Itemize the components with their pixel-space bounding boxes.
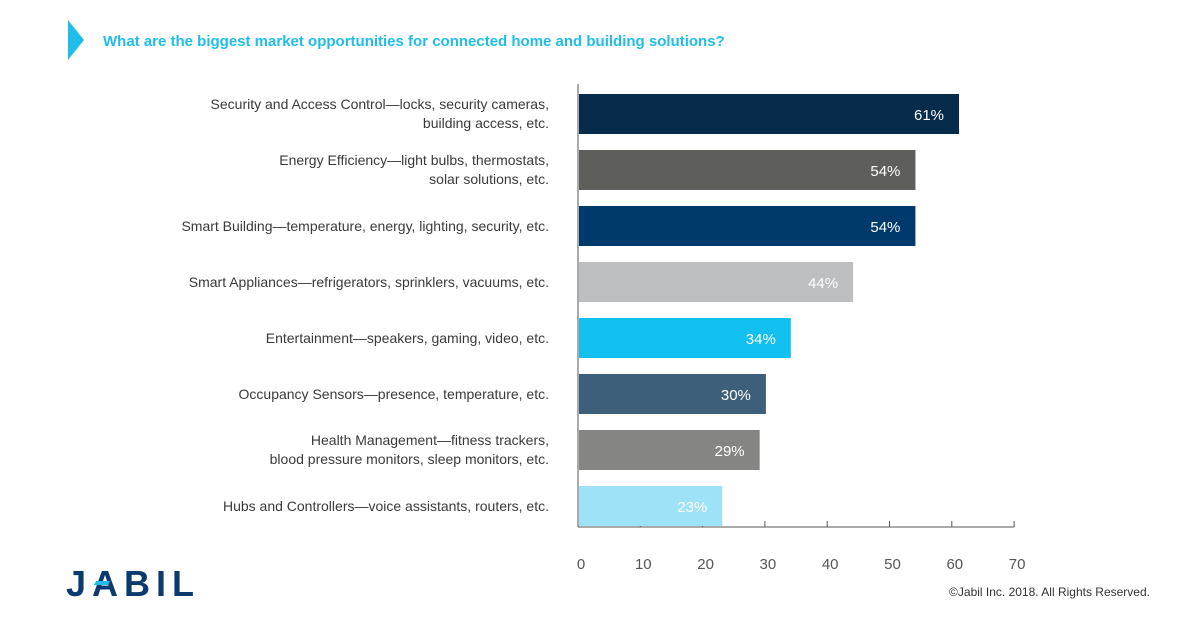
bar <box>579 206 916 246</box>
category-label: Security and Access Control—locks, secur… <box>89 95 549 133</box>
x-tick-label: 60 <box>946 556 963 573</box>
copyright-text: ©Jabil Inc. 2018. All Rights Reserved. <box>949 585 1150 599</box>
category-label: Entertainment—speakers, gaming, video, e… <box>89 329 549 348</box>
x-tick-label: 0 <box>577 556 585 573</box>
bar <box>579 94 960 134</box>
bar-value-label: 30% <box>721 387 751 404</box>
x-tick-label: 40 <box>822 556 839 573</box>
bar-value-label: 23% <box>677 499 707 516</box>
category-label: Health Management—fitness trackers, blood… <box>89 431 549 469</box>
category-label-line: Smart Appliances—refrigerators, sprinkle… <box>188 273 549 290</box>
jabil-logo: JABIL <box>66 563 201 604</box>
bar-value-label: 44% <box>808 275 838 292</box>
bar-value-label: 29% <box>715 443 745 460</box>
bar <box>579 374 766 414</box>
x-tick-label: 70 <box>1009 556 1026 573</box>
title-arrow-icon <box>68 20 84 60</box>
category-label-line: Smart Building—temperature, energy, ligh… <box>181 217 549 234</box>
category-label-line: Occupancy Sensors—presence, temperature,… <box>238 385 549 402</box>
category-label-line: blood pressure monitors, sleep monitors,… <box>269 451 549 467</box>
bar-value-label: 54% <box>870 163 900 180</box>
category-label: Smart Appliances—refrigerators, sprinkle… <box>89 273 549 292</box>
bar <box>579 430 760 470</box>
bar-value-label: 54% <box>870 219 900 236</box>
category-label-line: Hubs and Controllers—voice assistants, r… <box>222 497 549 514</box>
category-label: Energy Efficiency—light bulbs, thermosta… <box>89 151 549 189</box>
bar-value-label: 61% <box>914 107 944 124</box>
x-tick-label: 10 <box>635 556 652 573</box>
logo-accent-icon <box>93 581 111 585</box>
bar <box>579 318 791 358</box>
category-label: Occupancy Sensors—presence, temperature,… <box>89 385 549 404</box>
category-label-line: Entertainment—speakers, gaming, video, e… <box>265 329 549 346</box>
bar-value-label: 34% <box>746 331 776 348</box>
bar <box>579 150 916 190</box>
category-label-line: solar solutions, etc. <box>429 171 549 187</box>
x-tick-label: 20 <box>697 556 714 573</box>
category-label-line: Security and Access Control—locks, secur… <box>210 96 549 112</box>
category-label-line: building access, etc. <box>422 115 549 131</box>
category-label: Hubs and Controllers—voice assistants, r… <box>89 497 549 516</box>
category-label-line: Health Management—fitness trackers, <box>310 432 549 448</box>
x-tick-label: 50 <box>884 556 901 573</box>
category-label-line: Energy Efficiency—light bulbs, thermosta… <box>279 152 549 168</box>
bar <box>579 486 723 526</box>
bar <box>579 262 854 302</box>
x-tick-label: 30 <box>760 556 777 573</box>
chart-title: What are the biggest market opportunitie… <box>103 33 725 50</box>
category-label: Smart Building—temperature, energy, ligh… <box>89 217 549 236</box>
